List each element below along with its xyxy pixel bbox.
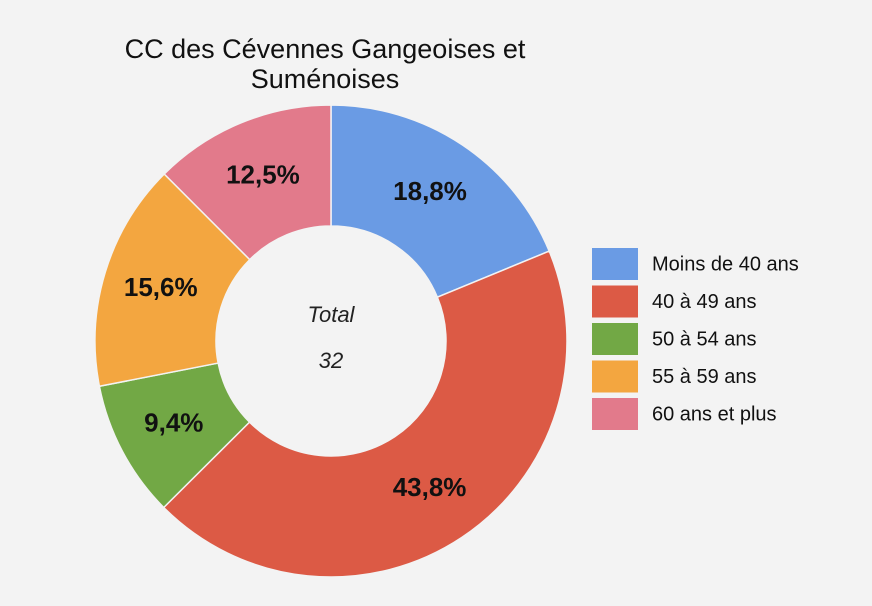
legend-swatch <box>592 360 638 393</box>
legend-swatch <box>592 285 638 318</box>
legend-label: 55 à 59 ans <box>652 366 757 388</box>
legend-label: 50 à 54 ans <box>652 328 757 350</box>
legend-label: 60 ans et plus <box>652 403 777 425</box>
chart-title: CC des Cévennes Gangeoises et Suménoises <box>124 34 526 94</box>
legend-label: Moins de 40 ans <box>652 253 799 275</box>
legend-swatch <box>592 323 638 355</box>
legend-swatch <box>592 248 638 280</box>
value-label: 15,6% <box>124 272 198 302</box>
donut-slice <box>330 104 551 299</box>
value-label: 9,4% <box>144 407 203 437</box>
legend-label: 40 à 49 ans <box>652 291 757 313</box>
legend-swatch <box>592 398 638 430</box>
value-label: 43,8% <box>393 472 467 502</box>
donut-slice <box>94 172 251 388</box>
center-total: 32 <box>319 348 343 373</box>
value-label: 18,8% <box>393 176 467 206</box>
donut-slice <box>162 250 568 578</box>
value-label: 12,5% <box>226 159 300 189</box>
center-label: Total <box>308 302 356 327</box>
donut-slice <box>163 104 332 261</box>
